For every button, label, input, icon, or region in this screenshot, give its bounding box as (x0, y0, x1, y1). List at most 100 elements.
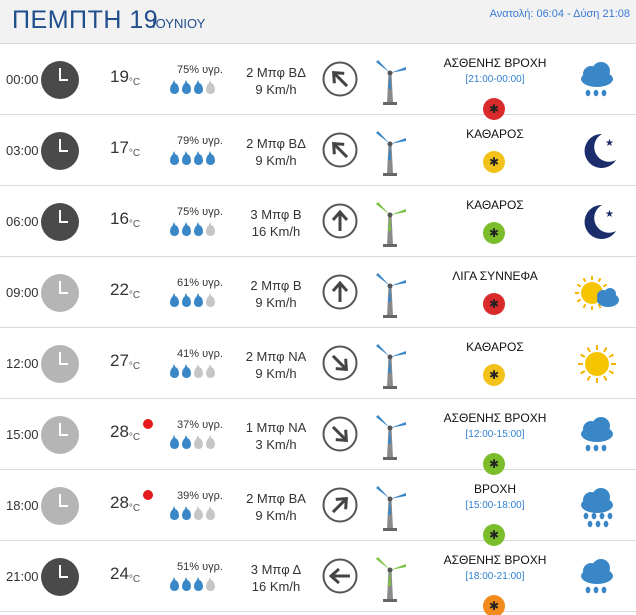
humidity-text: 51% υγρ. (177, 561, 223, 573)
wind-turbine-icon (372, 272, 408, 318)
wind-force: 3 Μπφ Δ (250, 562, 302, 577)
wind-direction-arrow-icon (322, 416, 358, 452)
humidity-drops (170, 577, 224, 592)
temperature: 28°C (110, 493, 140, 514)
bug-alert-icon: ✱ (483, 364, 505, 386)
condition-text: ΑΣΘΕΝΗΣ ΒΡΟΧΗ (443, 411, 547, 425)
wind-force: 2 Μπφ ΒΔ (246, 136, 306, 151)
clock-icon (41, 274, 79, 312)
bug-alert-icon: ✱ (483, 293, 505, 315)
drop-icon (194, 364, 203, 378)
temperature-value: 28 (110, 422, 129, 441)
temperature-unit: °C (128, 77, 141, 88)
wind-info: 2 Μπφ ΒΔ 9 Km/h (240, 135, 312, 169)
drop-icon (206, 577, 215, 591)
wind-force: 2 Μπφ Β (250, 278, 302, 293)
temperature: 16°C (110, 209, 140, 230)
bug-alert-icon: ✱ (483, 98, 505, 120)
clock-icon (41, 345, 79, 383)
wind-info: 3 Μπφ Δ 16 Km/h (240, 561, 312, 595)
condition-text: ΛΙΓΑ ΣΥΝΝΕΦΑ (452, 269, 538, 283)
condition-text: ΑΣΘΕΝΗΣ ΒΡΟΧΗ (443, 553, 547, 567)
month-label: ΙΟΥΝΙΟΥ (152, 16, 206, 31)
drop-icon (182, 506, 191, 520)
temperature: 24°C (110, 564, 140, 585)
wind-force: 1 Μπφ ΝΑ (245, 420, 307, 435)
condition: ΚΑΘΑΡΟΣ ✱ (435, 127, 555, 173)
temperature-value: 27 (110, 351, 129, 370)
temperature-value: 22 (110, 280, 129, 299)
condition-time-range: [15:00-18:00] (465, 500, 525, 511)
forecast-row: 18:00 28°C 39% υγρ. 2 Μπφ ΒΑ 9 Km/h ΒΡΟΧΗ [15:… (0, 470, 636, 546)
forecast-time: 06:00 (6, 214, 39, 229)
condition: ΑΣΘΕΝΗΣ ΒΡΟΧΗ [12:00-15:00] ✱ (435, 411, 555, 475)
forecast-row: 06:00 16°C 75% υγρ. 3 Μπφ Β 16 Km/h ΚΑΘΑΡΟΣ ✱ ★ (0, 186, 636, 257)
drop-icon (182, 577, 191, 591)
temperature-value: 24 (110, 564, 129, 583)
bug-alert-icon: ✱ (483, 222, 505, 244)
rain-light-icon (572, 554, 622, 600)
wind-speed: 9 Km/h (255, 295, 297, 310)
temperature-unit: °C (128, 503, 141, 514)
condition-text: ΚΑΘΑΡΟΣ (466, 198, 524, 212)
temperature-unit: °C (128, 432, 141, 443)
drop-icon (182, 364, 191, 378)
drop-icon (170, 80, 179, 94)
humidity-text: 75% υγρ. (177, 64, 223, 76)
forecast-time: 18:00 (6, 498, 39, 513)
drop-icon (194, 577, 203, 591)
condition: ΑΣΘΕΝΗΣ ΒΡΟΧΗ [18:00-21:00] ✱ (435, 553, 555, 615)
wind-direction-arrow-icon (322, 487, 358, 523)
clock-icon (41, 132, 79, 170)
temperature: 19°C (110, 67, 140, 88)
forecast-row: 21:00 24°C 51% υγρ. 3 Μπφ Δ 16 Km/h ΑΣΘΕΝΗΣ Β… (0, 541, 636, 615)
condition-time-range: [21:00-00:00] (465, 74, 525, 85)
rain-light-icon (572, 57, 622, 103)
drop-icon (170, 364, 179, 378)
forecast-time: 00:00 (6, 72, 39, 87)
humidity-drops (170, 151, 224, 166)
condition: ΑΣΘΕΝΗΣ ΒΡΟΧΗ [21:00-00:00] ✱ (435, 56, 555, 120)
temperature: 17°C (110, 138, 140, 159)
drop-icon (206, 151, 215, 165)
drop-icon (206, 293, 215, 307)
wind-info: 2 Μπφ Β 9 Km/h (240, 277, 312, 311)
forecast-time: 21:00 (6, 569, 39, 584)
svg-text:★: ★ (605, 138, 614, 149)
drop-icon (182, 435, 191, 449)
forecast-row: 12:00 27°C 41% υγρ. 2 Μπφ ΝΑ 9 Km/h ΚΑΘΑΡΟΣ ✱ (0, 328, 636, 399)
wind-info: 1 Μπφ ΝΑ 3 Km/h (240, 419, 312, 453)
drop-icon (170, 293, 179, 307)
forecast-row: 09:00 22°C 61% υγρ. 2 Μπφ Β 9 Km/h ΛΙΓΑ ΣΥΝΝΕ… (0, 257, 636, 328)
humidity-drops (170, 293, 224, 308)
humidity-text: 41% υγρ. (177, 348, 223, 360)
clock-icon (41, 487, 79, 525)
humidity-drops (170, 364, 224, 379)
moon-icon: ★ (572, 199, 622, 245)
clock-icon (41, 61, 79, 99)
humidity-text: 79% υγρ. (177, 135, 223, 147)
bug-alert-icon: ✱ (483, 453, 505, 475)
wind-speed: 16 Km/h (251, 224, 301, 239)
humidity-drops (170, 506, 224, 521)
wind-turbine-icon (372, 130, 408, 176)
day-header: ΠΕΜΠΤΗ 19 ΙΟΥΝΙΟΥ Ανατολή: 06:04 - Δύση … (0, 0, 636, 44)
wind-speed: 9 Km/h (255, 508, 297, 523)
humidity-text: 61% υγρ. (177, 277, 223, 289)
temperature-unit: °C (128, 148, 141, 159)
temperature-unit: °C (128, 574, 141, 585)
bug-alert-icon: ✱ (483, 524, 505, 546)
humidity-drops (170, 435, 224, 450)
wind-info: 2 Μπφ ΝΑ 9 Km/h (240, 348, 312, 382)
temperature: 27°C (110, 351, 140, 372)
condition-text: ΚΑΘΑΡΟΣ (466, 340, 524, 354)
condition-time-range: [12:00-15:00] (465, 429, 525, 440)
wind-turbine-icon (372, 59, 408, 105)
wind-direction-arrow-icon (322, 203, 358, 239)
humidity-text: 37% υγρ. (177, 419, 223, 431)
humidity-text: 75% υγρ. (177, 206, 223, 218)
drop-icon (194, 151, 203, 165)
drop-icon (206, 435, 215, 449)
rain-light-icon (572, 412, 622, 458)
temperature-value: 17 (110, 138, 129, 157)
